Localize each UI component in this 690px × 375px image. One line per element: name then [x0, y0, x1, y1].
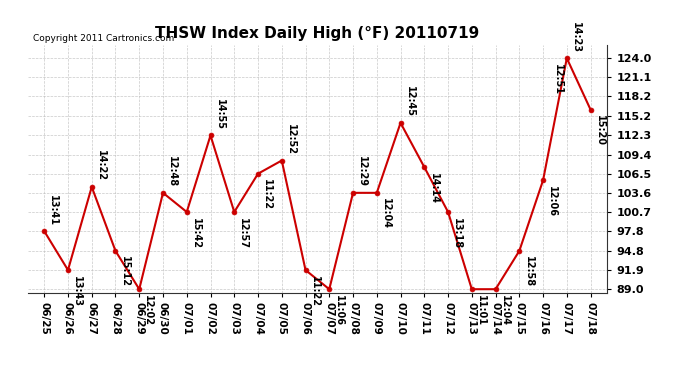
Text: 12:48: 12:48	[167, 156, 177, 187]
Text: 12:29: 12:29	[357, 156, 367, 187]
Text: 11:22: 11:22	[310, 276, 319, 307]
Text: 15:20: 15:20	[595, 115, 604, 146]
Text: 12:04: 12:04	[500, 295, 510, 326]
Text: 12:45: 12:45	[405, 86, 415, 117]
Text: 14:14: 14:14	[428, 172, 438, 204]
Text: 13:43: 13:43	[72, 276, 82, 307]
Text: 12:02: 12:02	[144, 295, 153, 326]
Text: 14:22: 14:22	[96, 150, 106, 182]
Text: 12:57: 12:57	[239, 217, 248, 249]
Text: Copyright 2011 Cartronics.com: Copyright 2011 Cartronics.com	[33, 33, 175, 42]
Text: 12:58: 12:58	[524, 256, 533, 288]
Text: 14:23: 14:23	[571, 22, 581, 53]
Text: 12:52: 12:52	[286, 124, 296, 155]
Text: 11:06: 11:06	[333, 295, 344, 326]
Text: 14:55: 14:55	[215, 99, 225, 130]
Text: 12:06: 12:06	[547, 186, 558, 217]
Text: 13:18: 13:18	[452, 217, 462, 249]
Title: THSW Index Daily High (°F) 20110719: THSW Index Daily High (°F) 20110719	[155, 26, 480, 41]
Text: 15:12: 15:12	[119, 256, 130, 288]
Text: 13:41: 13:41	[48, 195, 59, 226]
Text: 11:01: 11:01	[476, 295, 486, 326]
Text: 12:04: 12:04	[381, 198, 391, 230]
Text: 11:22: 11:22	[262, 179, 272, 210]
Text: 12:51: 12:51	[553, 64, 563, 95]
Text: 15:42: 15:42	[191, 217, 201, 249]
